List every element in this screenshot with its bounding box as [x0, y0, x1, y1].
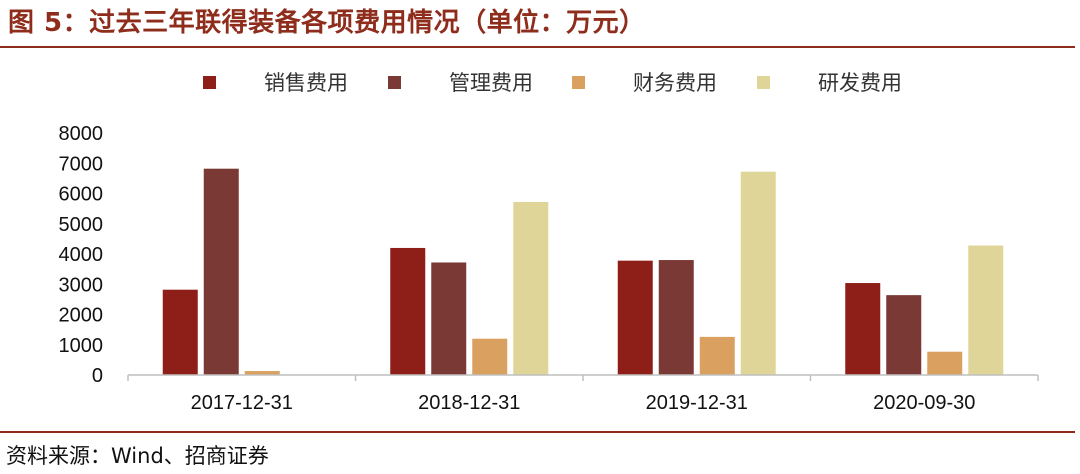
source-note: 资料来源：Wind、招商证券	[6, 444, 269, 468]
bar	[390, 247, 426, 375]
legend-label: 研发费用	[818, 71, 902, 95]
legend-item: 研发费用	[757, 71, 902, 95]
legend-swatch	[203, 76, 216, 89]
footer-rule	[0, 431, 1075, 433]
bar	[617, 260, 653, 375]
y-tick-label: 3000	[59, 274, 104, 296]
x-axis-ticks: 2017-12-31 2018-12-31 2019-12-31 2020-09-30	[127, 375, 1039, 414]
x-tick-label: 2018-12-31	[418, 392, 520, 414]
legend-item: 财务费用	[572, 71, 717, 95]
y-axis-ticks: 0 1000 2000 3000 4000 5000 6000 7000 8000	[59, 123, 104, 387]
figure-title: 图 5：过去三年联得装备各项费用情况（单位：万元）	[8, 8, 646, 38]
x-tick-label: 2017-12-31	[191, 392, 293, 414]
legend-item: 管理费用	[388, 71, 533, 95]
legend-label: 销售费用	[264, 71, 348, 95]
x-tick-label: 2020-09-30	[873, 392, 975, 414]
legend-label: 财务费用	[633, 71, 717, 95]
legend-item: 销售费用	[203, 71, 348, 95]
y-tick-label: 2000	[59, 305, 104, 327]
y-tick-label: 6000	[59, 184, 104, 206]
bar	[244, 371, 280, 375]
bar	[740, 171, 776, 375]
bar	[203, 168, 239, 375]
y-tick-label: 0	[92, 365, 103, 387]
y-tick-label: 1000	[59, 335, 104, 357]
bar	[927, 351, 963, 375]
chart-legend: 销售费用 管理费用 财务费用 研发费用	[203, 71, 902, 95]
y-tick-label: 8000	[59, 123, 104, 145]
bar	[886, 295, 922, 375]
bar	[699, 336, 735, 375]
y-tick-label: 4000	[59, 244, 104, 266]
bar	[658, 260, 694, 375]
bar	[431, 262, 467, 375]
bars-group	[162, 168, 1004, 375]
y-tick-label: 5000	[59, 214, 104, 236]
legend-label: 管理费用	[449, 71, 533, 95]
legend-swatch	[572, 76, 585, 89]
y-tick-label: 7000	[59, 153, 104, 175]
bar-chart: 销售费用 管理费用 财务费用 研发费用 0 1000 2000 3000 4000 5000 60…	[59, 71, 1039, 414]
bar	[513, 201, 549, 375]
legend-swatch	[757, 76, 770, 89]
title-rule	[0, 46, 1075, 48]
bar	[472, 338, 508, 375]
legend-swatch	[388, 76, 401, 89]
bar	[162, 289, 198, 375]
bar	[968, 245, 1004, 375]
bar	[845, 283, 881, 375]
x-tick-label: 2019-12-31	[646, 392, 748, 414]
